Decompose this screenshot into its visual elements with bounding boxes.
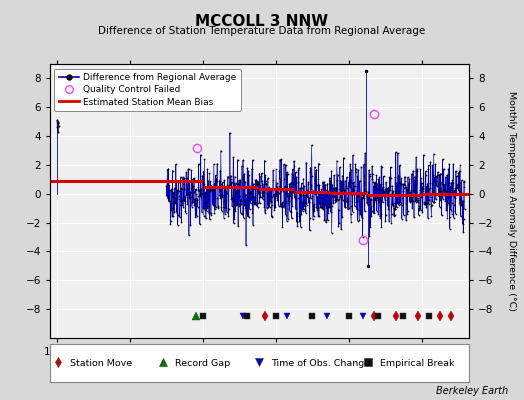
Text: Record Gap: Record Gap <box>174 358 230 368</box>
Text: Empirical Break: Empirical Break <box>380 358 455 368</box>
Text: Station Move: Station Move <box>70 358 132 368</box>
Text: Difference of Station Temperature Data from Regional Average: Difference of Station Temperature Data f… <box>99 26 425 36</box>
Y-axis label: Monthly Temperature Anomaly Difference (°C): Monthly Temperature Anomaly Difference (… <box>507 91 516 311</box>
Text: MCCOLL 3 NNW: MCCOLL 3 NNW <box>195 14 329 29</box>
Text: Berkeley Earth: Berkeley Earth <box>436 386 508 396</box>
Text: Time of Obs. Change: Time of Obs. Change <box>271 358 370 368</box>
Legend: Difference from Regional Average, Quality Control Failed, Estimated Station Mean: Difference from Regional Average, Qualit… <box>54 68 241 111</box>
